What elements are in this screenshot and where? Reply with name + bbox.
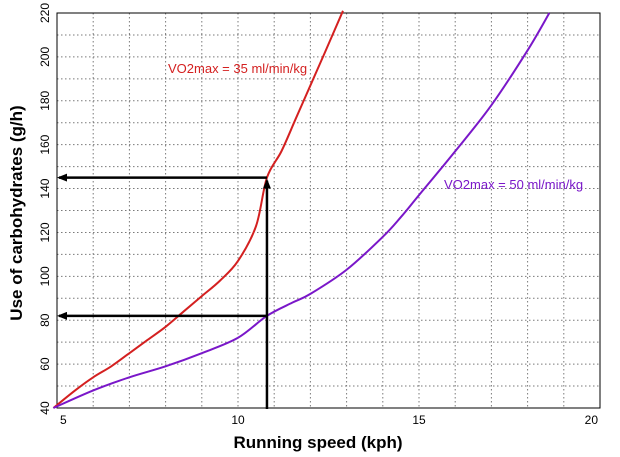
x-tick-label: 5 xyxy=(60,413,67,427)
series-label-35: VO2max = 35 ml/min/kg xyxy=(168,61,307,76)
grid xyxy=(56,12,601,409)
y-tick-label: 40 xyxy=(38,401,52,415)
y-tick-label: 200 xyxy=(38,47,52,67)
series-line-vo2max-50 xyxy=(52,12,551,409)
y-tick-label: 220 xyxy=(38,3,52,23)
y-tick-label: 180 xyxy=(38,90,52,110)
x-axis-title: Running speed (kph) xyxy=(233,433,402,452)
y-tick-label: 120 xyxy=(38,222,52,242)
y-axis-title: Use of carbohydrates (g/h) xyxy=(7,105,26,320)
series-lines xyxy=(52,10,551,409)
y-tick-label: 80 xyxy=(38,313,52,327)
y-tick-label: 60 xyxy=(38,357,52,371)
y-tick-label: 160 xyxy=(38,134,52,154)
y-tick-label: 140 xyxy=(38,178,52,198)
x-tick-label: 20 xyxy=(585,413,599,427)
y-tick-label: 100 xyxy=(38,266,52,286)
plot-area xyxy=(56,12,601,409)
x-tick-label: 10 xyxy=(231,413,245,427)
annotation-arrows xyxy=(57,173,271,409)
tick-labels: 5 10 15 20 40 60 80 100 120 140 160 180 200 220 xyxy=(38,3,598,427)
series-label-50: VO2max = 50 ml/min/kg xyxy=(444,177,583,192)
series-line-vo2max-35 xyxy=(52,10,344,409)
x-tick-label: 15 xyxy=(412,413,426,427)
